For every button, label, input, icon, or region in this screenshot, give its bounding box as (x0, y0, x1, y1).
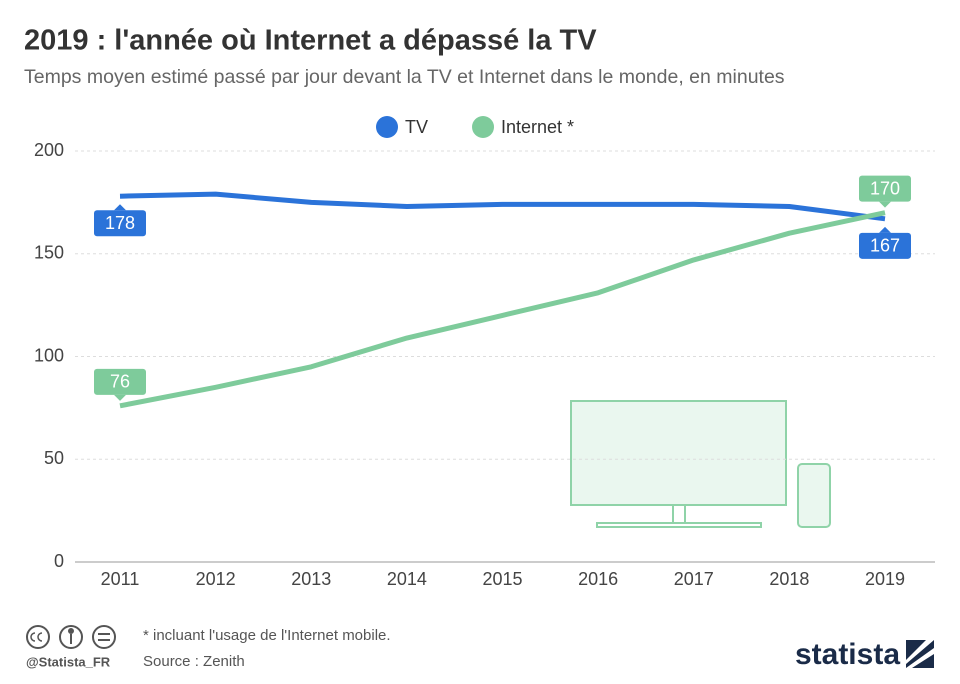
x-tick-label: 2014 (387, 569, 427, 589)
x-tick-label: 2013 (291, 569, 331, 589)
value-label-text: 178 (105, 213, 135, 233)
value-label-text: 76 (110, 372, 130, 392)
value-label-text: 167 (870, 236, 900, 256)
y-tick-label: 0 (54, 551, 64, 571)
chart-subtitle: Temps moyen estimé passé par jour devant… (24, 66, 785, 88)
legend-label: TV (405, 117, 428, 137)
value-label-box (859, 175, 911, 202)
handle: @Statista_FR (26, 654, 111, 669)
value-label: 76 (94, 368, 146, 401)
value-label-pointer (879, 226, 891, 233)
value-label-box (859, 232, 911, 259)
value-label-text: 170 (870, 178, 900, 198)
value-label-pointer (879, 201, 891, 208)
y-tick-label: 100 (34, 345, 64, 365)
value-label-pointer (114, 204, 126, 211)
value-label-box (94, 210, 146, 237)
x-tick-label: 2011 (101, 569, 140, 589)
x-tick-label: 2019 (865, 569, 905, 589)
value-label: 178 (94, 204, 146, 237)
series-line (119, 191, 886, 222)
x-tick-label: 2017 (674, 569, 714, 589)
value-label: 167 (859, 226, 911, 259)
series-line (119, 210, 886, 409)
y-tick-label: 150 (34, 243, 64, 263)
legend-marker (472, 116, 495, 138)
x-tick-label: 2012 (196, 569, 236, 589)
y-tick-label: 200 (34, 140, 64, 160)
legend-label: Internet * (501, 117, 574, 137)
x-tick-label: 2015 (482, 569, 522, 589)
x-tick-label: 2018 (769, 569, 809, 589)
brand-logo (906, 640, 934, 668)
license-icons (26, 625, 116, 649)
brand: statista (795, 638, 900, 671)
chart-title: 2019 : l'année où Internet a dépassé la … (24, 25, 597, 57)
source: Source : Zenith (143, 653, 245, 670)
value-label-box (94, 368, 146, 395)
legend-marker (376, 116, 398, 138)
value-label: 170 (859, 175, 911, 208)
y-tick-label: 50 (44, 448, 64, 468)
x-tick-label: 2016 (578, 569, 618, 589)
footnote: * incluant l'usage de l'Internet mobile. (143, 627, 391, 644)
value-label-pointer (114, 394, 126, 401)
device-illustration (570, 400, 831, 528)
